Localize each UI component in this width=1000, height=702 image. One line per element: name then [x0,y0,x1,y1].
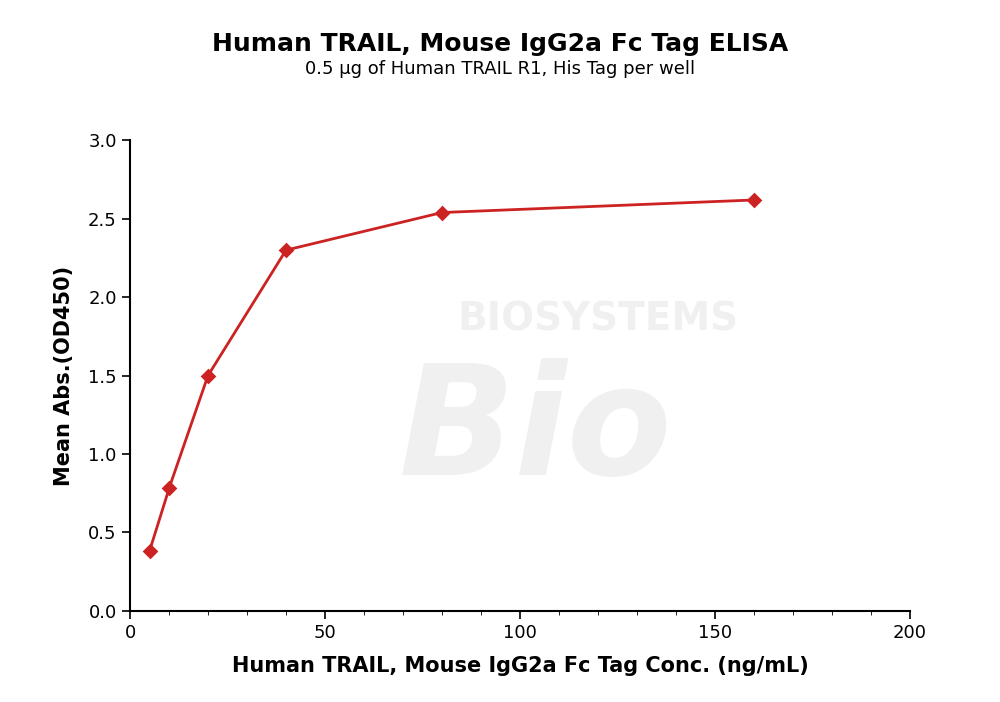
Text: 0.5 μg of Human TRAIL R1, His Tag per well: 0.5 μg of Human TRAIL R1, His Tag per we… [305,60,695,78]
Text: BIOSYSTEMS: BIOSYSTEMS [457,300,739,338]
Y-axis label: Mean Abs.(OD450): Mean Abs.(OD450) [54,265,74,486]
Text: Bio: Bio [399,357,672,507]
Text: Human TRAIL, Mouse IgG2a Fc Tag ELISA: Human TRAIL, Mouse IgG2a Fc Tag ELISA [212,32,788,55]
X-axis label: Human TRAIL, Mouse IgG2a Fc Tag Conc. (ng/mL): Human TRAIL, Mouse IgG2a Fc Tag Conc. (n… [232,656,808,676]
Point [142,545,158,557]
Point [746,194,762,206]
Point [200,370,216,381]
Point [434,207,450,218]
Point [278,244,294,256]
Point [161,483,177,494]
